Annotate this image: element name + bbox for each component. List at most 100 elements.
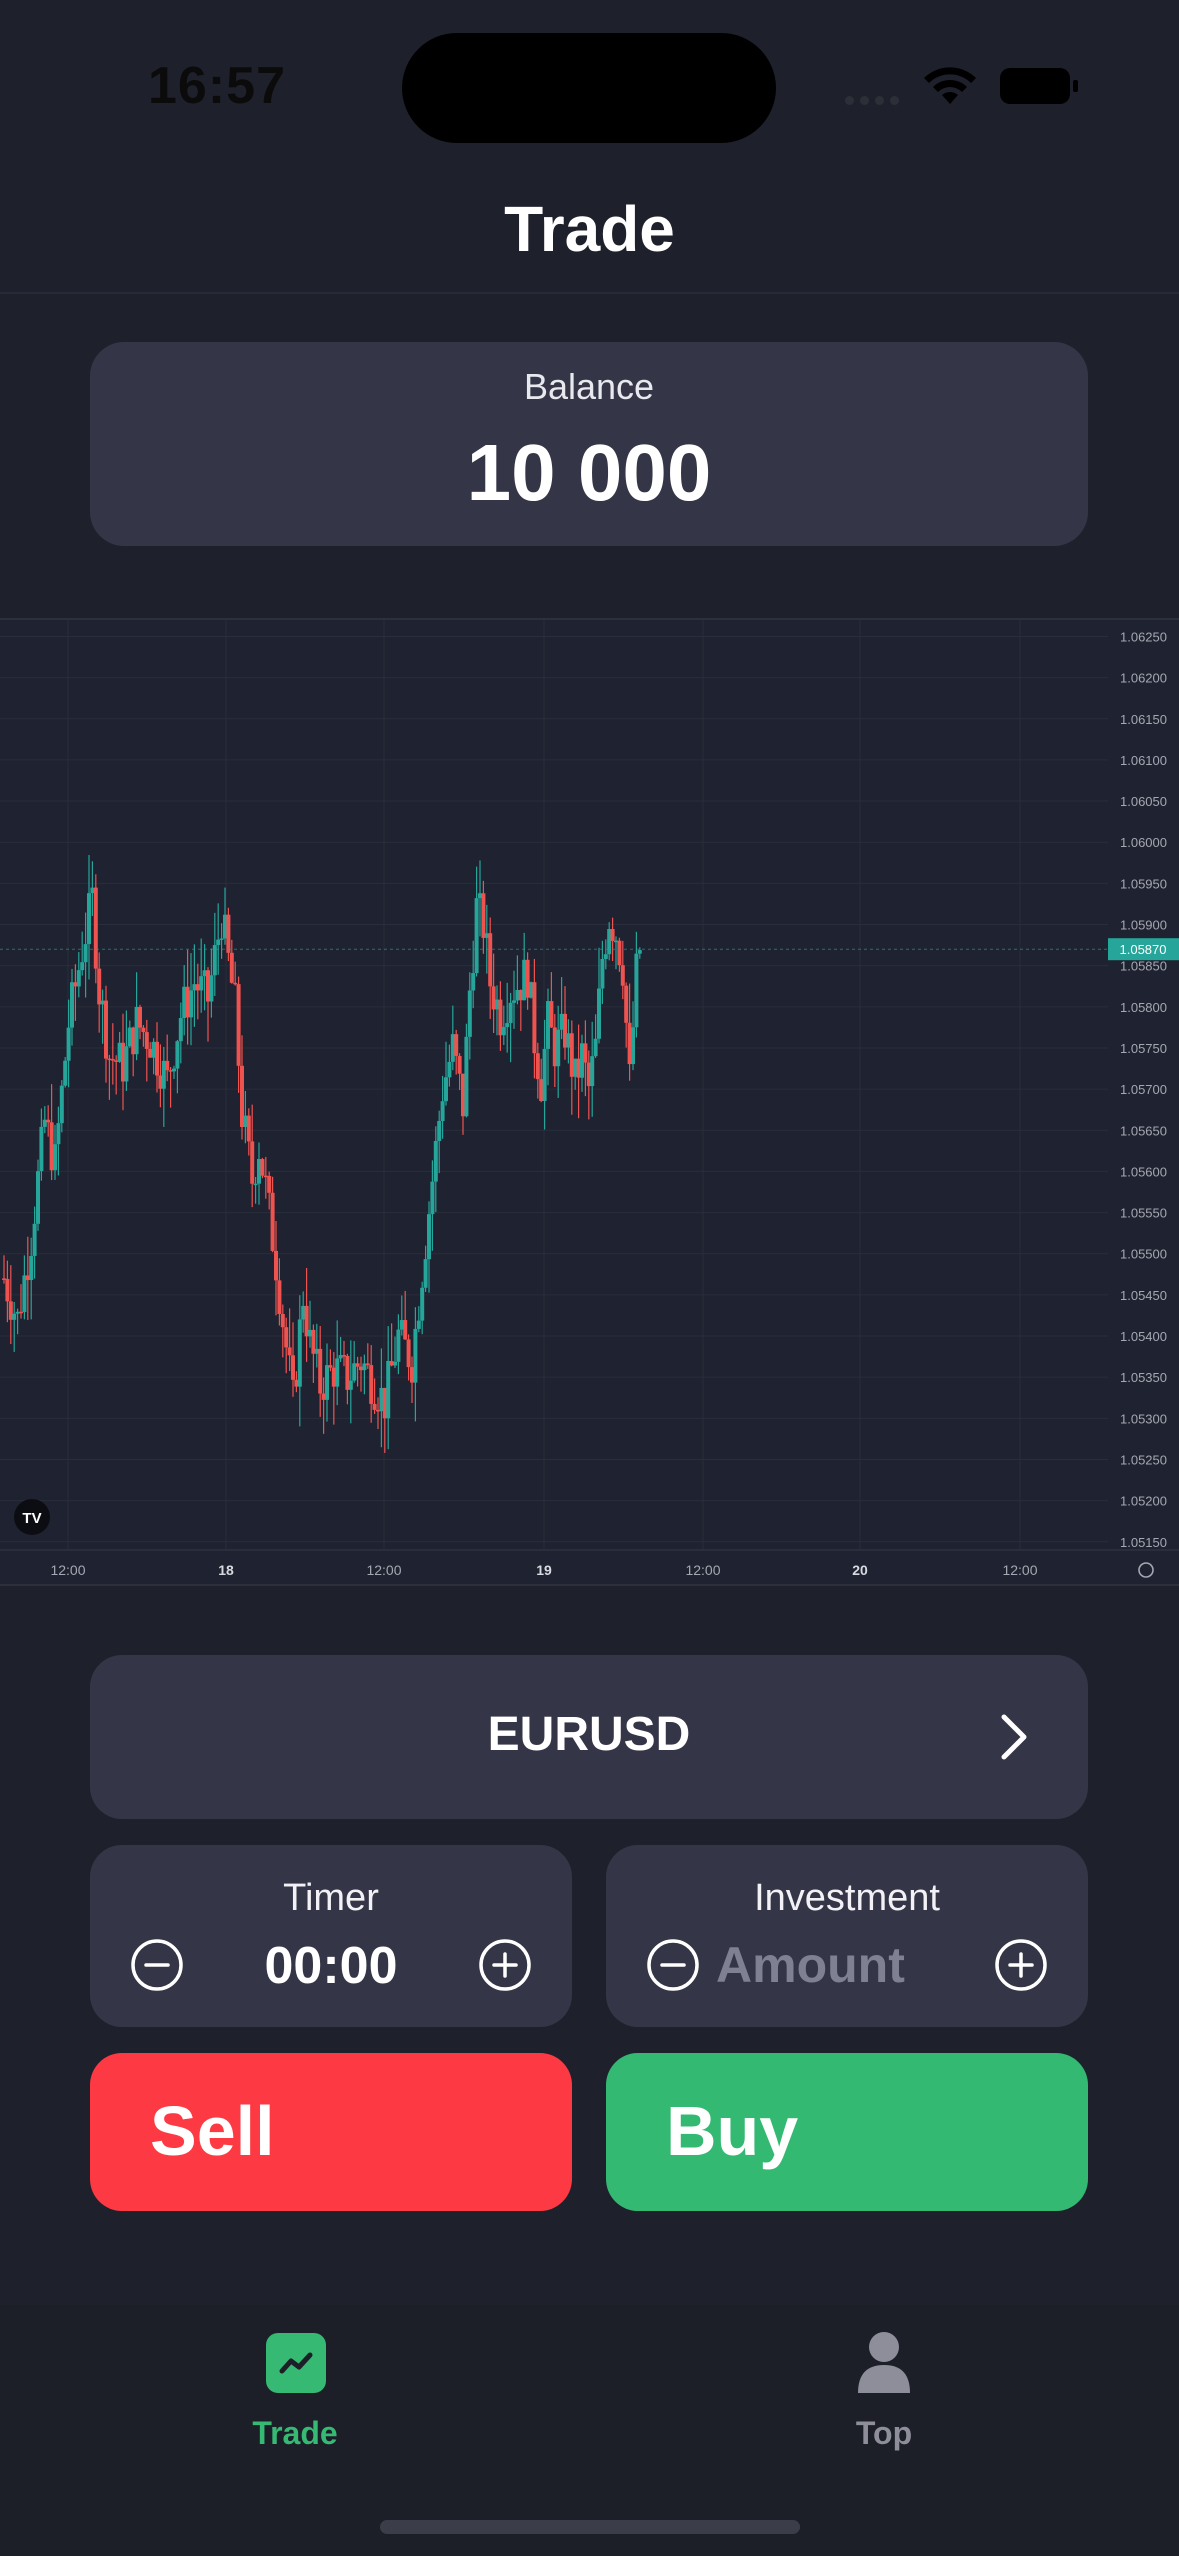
candle-body [501, 1027, 506, 1036]
candle-body [372, 1403, 377, 1410]
candle-body [563, 1013, 567, 1048]
candle-body [580, 1043, 584, 1078]
candle-body [192, 984, 197, 991]
buy-label: Buy [666, 2092, 799, 2170]
candle-body [471, 973, 476, 991]
candle-body [2, 1278, 6, 1280]
candle-body [110, 1059, 115, 1061]
candle-body [328, 1365, 333, 1368]
candle-body [603, 954, 608, 959]
candle-body [393, 1361, 397, 1366]
candle-body [447, 1061, 452, 1078]
y-tick-label: 1.06150 [1120, 712, 1167, 727]
candle-body [430, 1181, 435, 1215]
candle-body [515, 989, 520, 1001]
candle-body [280, 1314, 285, 1328]
x-tick-label: 12:00 [50, 1562, 85, 1578]
candle-body [93, 887, 98, 969]
candle-body [508, 1002, 513, 1024]
candle-body [127, 1027, 132, 1047]
timer-plus-icon[interactable] [478, 1938, 532, 1992]
candle-body [287, 1347, 292, 1356]
candle-body [382, 1387, 387, 1419]
candle-body [117, 1042, 122, 1062]
current-price-badge [1108, 938, 1179, 961]
candle-body [76, 970, 81, 987]
candle-body [586, 1062, 591, 1087]
tab-trade[interactable]: Trade [145, 2305, 445, 2465]
candle-body [573, 1058, 578, 1077]
candle-body [141, 1027, 146, 1033]
sell-button[interactable]: Sell [90, 2053, 572, 2211]
candle-body [229, 952, 234, 983]
candle-body [403, 1320, 408, 1340]
settings-gear-icon [1138, 1562, 1154, 1578]
y-tick-label: 1.05350 [1120, 1370, 1167, 1385]
candle-body [29, 1255, 34, 1281]
candle-body [325, 1365, 329, 1400]
candle-body [627, 1022, 632, 1065]
sell-label: Sell [150, 2092, 275, 2170]
investment-minus-icon[interactable] [646, 1938, 700, 1992]
candle-body [342, 1355, 346, 1357]
investment-plus-icon[interactable] [994, 1938, 1048, 1992]
candle-body [107, 1058, 112, 1061]
candle-body [270, 1192, 275, 1251]
candle-body [36, 1171, 40, 1224]
candle-body [522, 959, 527, 1001]
x-tick-label: 20 [852, 1562, 868, 1578]
dynamic-island [402, 33, 776, 143]
candle-body [488, 933, 493, 987]
buy-button[interactable]: Buy [606, 2053, 1088, 2211]
candle-body [505, 1023, 510, 1028]
candle-body [535, 1053, 540, 1080]
candlestick-chart[interactable]: 1.06250 1.06200 1.06150 1.06100 1.06050 1.060… [0, 620, 1179, 1584]
candle-body [240, 1065, 244, 1127]
y-tick-label: 1.05150 [1120, 1535, 1167, 1550]
candle-body [124, 1046, 129, 1082]
tab-top[interactable]: Top [734, 2305, 1034, 2465]
candle-body [576, 1058, 581, 1078]
chevron-right-icon [1001, 1714, 1027, 1760]
y-tick-label: 1.05650 [1120, 1123, 1167, 1138]
candle-body [274, 1250, 278, 1281]
candle-body [53, 1144, 57, 1171]
candle-body [552, 1027, 557, 1067]
candle-body [138, 1006, 142, 1028]
candle-body [423, 1259, 428, 1288]
candle-body [365, 1363, 370, 1366]
amount-input[interactable] [716, 1933, 976, 1997]
candle-body [219, 938, 224, 940]
candle-body [294, 1379, 299, 1387]
candle-body [634, 953, 639, 1028]
candle-body [433, 1140, 438, 1182]
candle-body [396, 1329, 401, 1362]
tradingview-logo-icon [14, 1499, 50, 1535]
candle-body [440, 1101, 445, 1122]
status-time: 16:57 [148, 57, 286, 115]
candle-body [549, 1001, 554, 1028]
candle-body [338, 1355, 343, 1359]
home-indicator [380, 2520, 800, 2534]
y-tick-label: 1.05950 [1120, 876, 1167, 891]
y-tick-label: 1.05700 [1120, 1082, 1167, 1097]
candle-body [178, 1018, 183, 1042]
candle-body [233, 982, 238, 985]
candle-body [114, 1060, 119, 1062]
candle-body [80, 962, 85, 971]
tab-top-label: Top [855, 2415, 913, 2451]
candle-body [410, 1367, 414, 1383]
candle-body [569, 1033, 574, 1077]
page-title: Trade [504, 193, 675, 265]
price-chart[interactable]: 1.06250 1.06200 1.06150 1.06100 1.06050 1.060… [0, 618, 1179, 1586]
tradingview-logo-text: TV [22, 1510, 41, 1527]
y-tick-label: 1.06100 [1120, 753, 1167, 768]
wifi-icon [924, 67, 976, 104]
timer-minus-icon[interactable] [130, 1938, 184, 1992]
pair-selector[interactable]: EURUSD [90, 1655, 1088, 1819]
y-tick-label: 1.05450 [1120, 1288, 1167, 1303]
candle-body [352, 1363, 357, 1381]
candle-body [389, 1360, 394, 1366]
status-bar: 16:57 [0, 0, 1179, 150]
x-tick-label: 12:00 [685, 1562, 720, 1578]
